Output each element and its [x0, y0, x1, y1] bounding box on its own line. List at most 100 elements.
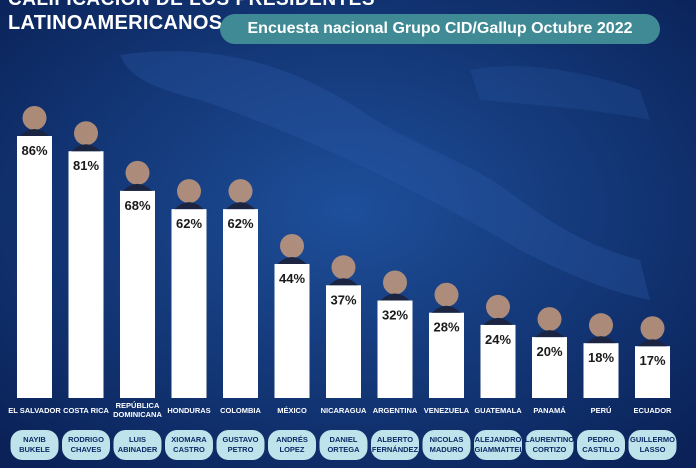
bar — [635, 346, 670, 398]
country-label: DOMINICANA — [113, 410, 162, 419]
president-portrait — [383, 270, 407, 295]
bar — [223, 209, 258, 398]
president-name: LOPEZ — [279, 445, 304, 454]
president-name: GUSTAVO — [223, 435, 259, 444]
president-pill — [113, 430, 162, 460]
data-label: 18% — [588, 350, 614, 365]
data-label: 28% — [433, 320, 459, 335]
president-name: ALEJANDRO — [475, 435, 522, 444]
president-name: CASTILLO — [582, 445, 620, 454]
country-label: GUATEMALA — [474, 406, 522, 415]
president-name: ALBERTO — [377, 435, 413, 444]
president-name: PEDRO — [588, 435, 615, 444]
president-suit — [174, 202, 204, 210]
country-label: COSTA RICA — [63, 406, 109, 415]
president-pill — [216, 430, 265, 460]
country-label: REPÚBLICA — [116, 401, 160, 410]
data-label: 81% — [73, 158, 99, 173]
president-portrait — [640, 316, 665, 341]
president-pill — [319, 430, 368, 460]
country-label: COLOMBIA — [220, 406, 261, 415]
data-label: 86% — [21, 143, 47, 158]
president-suit — [277, 256, 307, 264]
president-pill — [474, 430, 522, 460]
title-top: CALIFICACIÓN DE LOS PRESIDENTES — [8, 0, 438, 9]
bar — [377, 300, 413, 398]
president-portrait — [74, 121, 98, 146]
president-name: BUKELE — [19, 445, 50, 454]
president-portrait — [280, 233, 304, 258]
president-pill — [268, 430, 316, 460]
country-label: EL SALVADOR — [8, 406, 61, 415]
president-portrait — [177, 179, 201, 204]
president-name: MADURO — [430, 445, 464, 454]
bar — [429, 312, 464, 398]
data-label: 44% — [279, 271, 305, 286]
president-name: XIOMARA — [171, 435, 207, 444]
president-name: GUILLERMO — [630, 435, 675, 444]
president-name: CASTRO — [173, 445, 205, 454]
president-portrait — [228, 179, 253, 204]
president-portrait — [589, 313, 613, 338]
president-name: ORTEGA — [327, 445, 360, 454]
data-label: 68% — [124, 198, 150, 213]
president-suit — [329, 278, 358, 286]
data-label: 20% — [536, 344, 562, 359]
subtitle-badge: Encuesta nacional Grupo CID/Gallup Octub… — [220, 14, 660, 44]
bar — [171, 209, 207, 398]
president-name: CHAVES — [71, 445, 102, 454]
president-name: NICOLAS — [430, 435, 464, 444]
country-label: MÉXICO — [277, 406, 307, 415]
president-portrait — [537, 307, 562, 332]
president-suit — [71, 144, 101, 152]
bar — [480, 324, 516, 398]
data-label: 37% — [330, 292, 356, 307]
country-label: VENEZUELA — [424, 406, 470, 415]
president-suit — [586, 336, 616, 344]
president-name: PETRO — [228, 445, 254, 454]
president-suit — [483, 317, 513, 325]
bar — [583, 343, 619, 398]
president-pill — [525, 430, 574, 460]
page-title: LATINOAMERICANOS — [8, 12, 223, 34]
president-suit — [226, 202, 255, 210]
president-pill — [62, 430, 110, 460]
data-label: 62% — [176, 216, 202, 231]
president-portrait — [22, 106, 47, 130]
president-portrait — [125, 160, 150, 185]
president-suit — [638, 339, 667, 347]
president-name: DANIEL — [330, 435, 358, 444]
president-name: ANDRÉS — [276, 435, 308, 444]
president-name: ABINADER — [118, 445, 158, 454]
president-name: LAURENTINO — [525, 435, 574, 444]
bar — [68, 151, 104, 398]
country-label: NICARAGUA — [321, 406, 367, 415]
data-label: 17% — [639, 353, 665, 368]
president-pill — [10, 430, 59, 460]
president-name: LUIS — [129, 435, 146, 444]
president-name: RODRIGO — [68, 435, 104, 444]
president-portrait — [434, 282, 459, 307]
country-label: HONDURAS — [167, 406, 210, 415]
president-suit — [380, 293, 410, 301]
president-name: CORTIZO — [533, 445, 567, 454]
president-name: GIAMMATTEI — [475, 445, 522, 454]
president-pill — [422, 430, 471, 460]
data-label: 32% — [382, 308, 408, 323]
president-portrait — [331, 255, 356, 280]
president-suit — [123, 183, 152, 191]
president-suit — [20, 129, 49, 136]
president-pill — [371, 430, 419, 460]
president-pill — [628, 430, 677, 460]
country-label: PANAMÁ — [533, 406, 566, 415]
president-portrait — [486, 294, 510, 319]
country-label: PERÚ — [591, 406, 612, 415]
country-label: ARGENTINA — [373, 406, 418, 415]
president-suit — [432, 305, 461, 313]
president-suit — [535, 330, 564, 338]
data-label: 24% — [485, 332, 511, 347]
bar — [17, 136, 52, 398]
bar — [120, 190, 155, 398]
bar — [274, 263, 310, 398]
